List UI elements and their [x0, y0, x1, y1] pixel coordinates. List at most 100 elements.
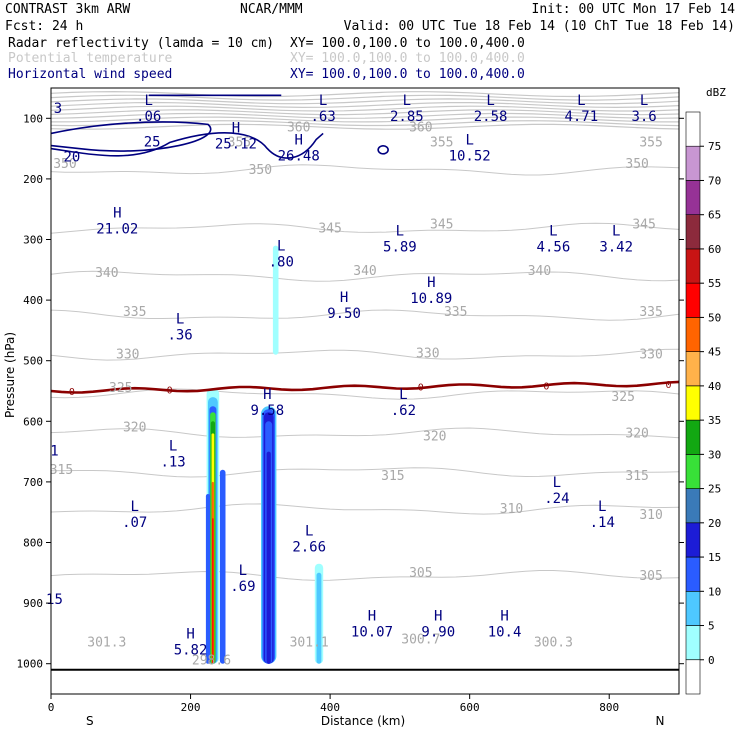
wind-extremum-value: .36 — [167, 327, 192, 343]
header-right-1: Init: 00 UTC Mon 17 Feb 14 — [532, 2, 736, 17]
theta-label: 315 — [381, 469, 404, 484]
wind-extremum-value: 10.52 — [449, 149, 491, 165]
theta-label: 345 — [632, 217, 655, 232]
theta-label: 340 — [528, 264, 551, 279]
x-axis-left-end: S — [86, 714, 94, 728]
header-left-1: CONTRAST 3km ARW — [5, 2, 130, 17]
theta-contour-305 — [50, 570, 680, 581]
zero-contour-label: 0 — [418, 383, 424, 394]
wind-extremum-kind: H — [232, 120, 240, 136]
wind-extremum-kind: L — [396, 224, 404, 240]
wind-extremum-kind: L — [598, 499, 606, 515]
theta-label: 325 — [611, 390, 634, 405]
wind-extremum-kind: H — [263, 387, 271, 403]
theta-label: 335 — [639, 305, 662, 320]
zero-contour-label: 0 — [543, 381, 549, 392]
colorbar-swatch — [685, 488, 701, 524]
header-right-2: Valid: 00 UTC Tue 18 Feb 14 (10 ChT Tue … — [344, 19, 735, 34]
theta-label: 345 — [430, 217, 453, 232]
colorbar-tick-label: 75 — [708, 140, 721, 153]
wind-extremum-kind: L — [319, 93, 327, 109]
theta-label: 350 — [53, 157, 76, 172]
wind-extremum-value: 2.66 — [292, 539, 326, 555]
wind-extremum-value: 4.56 — [537, 240, 571, 256]
theta-contour-335 — [50, 309, 680, 321]
colorbar-tick-label: 65 — [708, 209, 721, 222]
theta-label: 310 — [500, 502, 523, 517]
wind-extremum-value: 2.85 — [390, 109, 424, 125]
header-center-1: NCAR/MMM — [240, 2, 303, 17]
theta-label: 301.1 — [290, 635, 329, 650]
wind-extremum-kind: L — [553, 475, 561, 491]
wind-extremum-kind: H — [500, 608, 508, 624]
colorbar-swatch — [685, 590, 701, 626]
colorbar-swatch — [685, 625, 701, 661]
wind-extremum-kind: L — [277, 239, 285, 255]
legend-xy-theta: XY= 100.0,100.0 to 100.0,400.0 — [290, 51, 525, 66]
theta-contour-350 — [50, 164, 680, 176]
wind-extremum-value: .07 — [122, 515, 147, 531]
wind-extremum-value: 10.89 — [410, 291, 452, 307]
x-axis-right-end: N — [656, 714, 665, 728]
theta-label: 345 — [318, 222, 341, 237]
wind-extremum-value: .06 — [136, 109, 161, 125]
theta-label: 330 — [416, 346, 439, 361]
wind-extremum-value: 9.90 — [421, 624, 455, 640]
wind-extremum-value: .14 — [590, 515, 615, 531]
theta-label: 320 — [625, 426, 648, 441]
theta-label: 315 — [50, 463, 73, 478]
theta-contour-upper — [50, 105, 680, 112]
theta-contour-315 — [50, 467, 680, 478]
colorbar-swatch — [685, 659, 701, 695]
wind-extremum-kind: L — [144, 93, 152, 109]
legend-xy-reflectivity: XY= 100.0,100.0 to 100.0,400.0 — [290, 36, 525, 51]
wind-extremum-value: .80 — [269, 255, 294, 271]
legend-label-theta: Potential temperature — [8, 51, 173, 66]
wind-extremum-value: 10.4 — [488, 624, 522, 640]
wind-extremum-value: 5.82 — [174, 642, 208, 658]
colorbar-swatch — [685, 180, 701, 216]
wind-extremum-kind: L — [465, 133, 473, 149]
x-tick-label: 200 — [181, 701, 201, 714]
colorbar-tick-label: 55 — [708, 277, 721, 290]
y-tick-label: 100 — [23, 112, 43, 125]
theta-label: 325 — [109, 381, 132, 396]
colorbar-swatch — [685, 282, 701, 318]
refl-contour-25 — [50, 121, 212, 152]
theta-label: 320 — [123, 420, 146, 435]
theta-label: 310 — [639, 508, 662, 523]
theta-label: 360 — [287, 120, 310, 135]
colorbar-tick-label: 20 — [708, 517, 721, 530]
y-tick-label: 900 — [23, 597, 43, 610]
theta-label: 355 — [228, 136, 251, 151]
y-tick-label: 500 — [23, 355, 43, 368]
y-tick-label: 800 — [23, 537, 43, 550]
wind-extremum-kind: L — [305, 523, 313, 539]
colorbar-tick-label: 5 — [708, 620, 715, 633]
wind-extremum-kind: L — [486, 93, 494, 109]
wind-extremum-value: .13 — [160, 455, 185, 471]
wind-extremum-kind: L — [549, 224, 557, 240]
theta-contour-upper — [50, 90, 680, 98]
theta-label: 335 — [444, 305, 467, 320]
y-tick-label: 600 — [23, 415, 43, 428]
theta-label: 298.6 — [192, 654, 231, 669]
theta-contour-upper — [50, 98, 680, 105]
reflectivity-cell — [272, 245, 279, 355]
theta-contour-330 — [50, 348, 680, 361]
reflectivity-cell — [266, 451, 271, 664]
theta-contour-320 — [50, 427, 680, 439]
colorbar-tick-label: 0 — [708, 654, 715, 667]
reflectivity-label: 20 — [64, 150, 81, 166]
legend-xy-wind: XY= 100.0,100.0 to 100.0,400.0 — [290, 67, 525, 82]
wind-extremum-kind: H — [427, 275, 435, 291]
colorbar-tick-label: 25 — [708, 483, 721, 496]
plot-frame — [50, 87, 680, 695]
wind-extremum-value: .62 — [391, 403, 416, 419]
x-tick-label: 400 — [320, 701, 340, 714]
colorbar-tick-label: 35 — [708, 414, 721, 427]
x-tick-label: 600 — [460, 701, 480, 714]
wind-extremum-kind: L — [131, 499, 139, 515]
